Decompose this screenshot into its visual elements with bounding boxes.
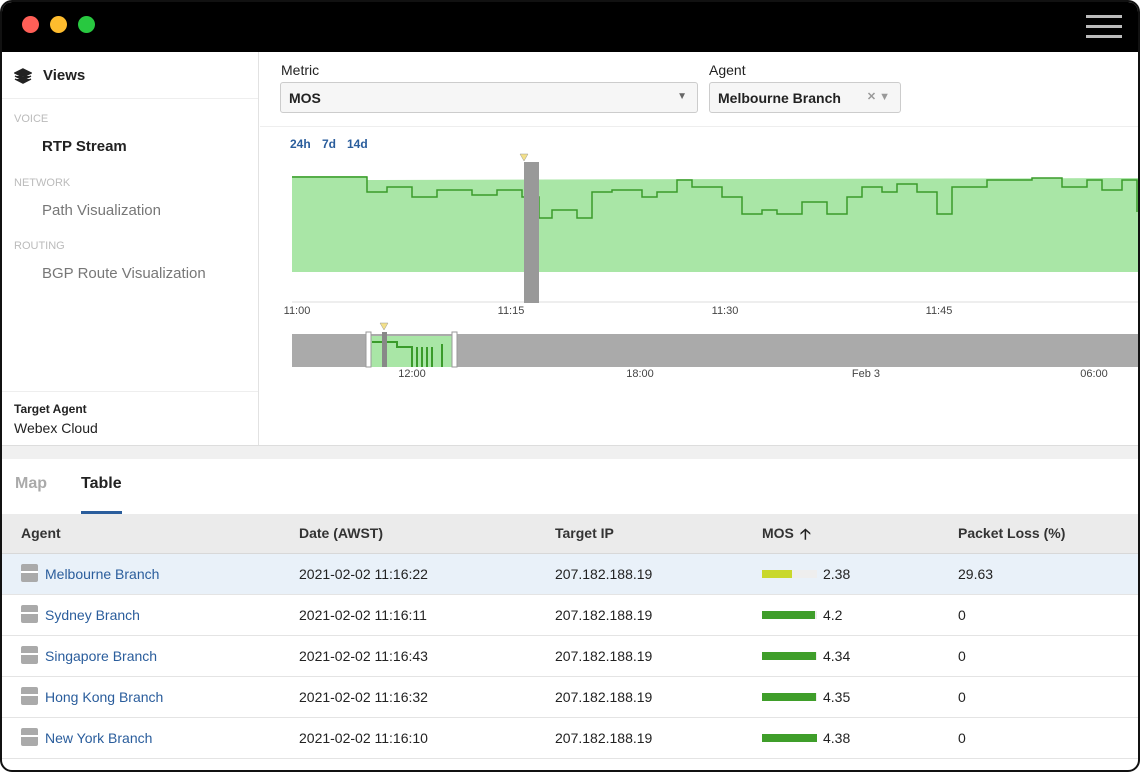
table-header: Agent Date (AWST) Target IP MOS 🡡 Packet…	[2, 514, 1140, 554]
agent-link[interactable]: Singapore Branch	[45, 648, 157, 664]
mos-bar	[762, 734, 817, 742]
time-tick-label: 11:15	[498, 305, 525, 317]
time-tick-label: 11:30	[712, 305, 739, 317]
target-agent-value: Webex Cloud	[14, 420, 98, 436]
packet-loss-cell: 0	[958, 607, 966, 623]
sidebar: Views VOICE RTP Stream NETWORK Path Visu…	[2, 52, 259, 445]
agent-dropdown[interactable]: Melbourne Branch✕ ▼	[709, 82, 901, 113]
minimize-button[interactable]	[50, 16, 67, 33]
agent-icon	[21, 687, 38, 705]
agent-icon	[21, 605, 38, 623]
column-header[interactable]: Packet Loss (%)	[958, 525, 1065, 541]
column-header[interactable]: Agent	[21, 525, 61, 541]
section-heading: ROUTING	[14, 240, 65, 252]
section-heading: VOICE	[14, 113, 48, 125]
mos-value: 2.38	[823, 566, 850, 582]
agent-icon	[21, 646, 38, 664]
nav-item[interactable]: RTP Stream	[42, 138, 127, 155]
target-ip-cell: 207.182.188.19	[555, 689, 652, 705]
range-button[interactable]: 14d	[347, 137, 368, 151]
agent-label: Agent	[709, 62, 746, 78]
nav-item[interactable]: Path Visualization	[42, 202, 161, 219]
mos-value: 4.34	[823, 648, 850, 664]
packet-loss-cell: 0	[958, 648, 966, 664]
column-header[interactable]: MOS	[762, 525, 794, 541]
metric-label: Metric	[281, 62, 319, 78]
selection-marker[interactable]	[524, 162, 539, 303]
target-ip-cell: 207.182.188.19	[555, 607, 652, 623]
agent-icon	[21, 564, 38, 582]
packet-loss-cell: 0	[958, 689, 966, 705]
target-ip-cell: 207.182.188.19	[555, 730, 652, 746]
agent-link[interactable]: Sydney Branch	[45, 607, 140, 623]
maximize-button[interactable]	[78, 16, 95, 33]
tab[interactable]: Map	[15, 475, 47, 493]
overview-tick-label: 18:00	[626, 368, 654, 380]
table-row[interactable]: Sydney Branch 2021-02-02 11:16:11 207.182.…	[2, 595, 1140, 636]
date-cell: 2021-02-02 11:16:11	[299, 607, 427, 623]
agent-icon	[21, 728, 38, 746]
agent-link[interactable]: Hong Kong Branch	[45, 689, 163, 705]
section-divider	[2, 445, 1140, 459]
mos-bar	[762, 652, 816, 660]
table-row[interactable]: Singapore Branch 2021-02-02 11:16:43 207.1…	[2, 636, 1140, 677]
overview-tick-label: 12:00	[398, 368, 426, 380]
nav-item[interactable]: BGP Route Visualization	[42, 265, 206, 282]
table-row[interactable]: New York Branch 2021-02-02 11:16:10 207.18…	[2, 718, 1140, 759]
close-button[interactable]	[22, 16, 39, 33]
mos-value: 4.38	[823, 730, 850, 746]
packet-loss-cell: 0	[958, 730, 966, 746]
sidebar-title: Views	[43, 67, 85, 84]
range-button[interactable]: 7d	[322, 137, 336, 151]
date-cell: 2021-02-02 11:16:43	[299, 648, 428, 664]
date-cell: 2021-02-02 11:16:22	[299, 566, 428, 582]
metric-dropdown[interactable]: MOS▼	[280, 82, 698, 113]
target-ip-cell: 207.182.188.19	[555, 566, 652, 582]
range-button[interactable]: 24h	[290, 137, 311, 151]
overview-tick-label: Feb 3	[852, 368, 880, 380]
agent-link[interactable]: Melbourne Branch	[45, 566, 159, 582]
metric-value: MOS	[289, 90, 321, 106]
timeline-chart: 11:00 11:15 11:30 11:45 12:00 18:00 Feb …	[260, 152, 1140, 382]
overview-handle[interactable]	[452, 332, 457, 367]
title-bar	[2, 2, 1140, 52]
target-ip-cell: 207.182.188.19	[555, 648, 652, 664]
section-heading: NETWORK	[14, 177, 70, 189]
packet-loss-cell: 29.63	[958, 566, 993, 582]
date-cell: 2021-02-02 11:16:32	[299, 689, 428, 705]
date-cell: 2021-02-02 11:16:10	[299, 730, 428, 746]
agent-value: Melbourne Branch	[718, 90, 841, 106]
mos-bar	[762, 570, 792, 578]
mos-area	[292, 176, 1139, 272]
sort-arrow: 🡡	[800, 524, 811, 549]
column-header[interactable]: Date (AWST)	[299, 525, 383, 541]
time-tick-label: 11:45	[926, 305, 953, 317]
mos-bar	[762, 693, 816, 701]
agent-link[interactable]: New York Branch	[45, 730, 152, 746]
mos-value: 4.35	[823, 689, 850, 705]
overview-handle[interactable]	[366, 332, 371, 367]
tab[interactable]: Table	[81, 475, 122, 493]
mos-bar	[762, 611, 815, 619]
overview-tick-label: 06:00	[1080, 368, 1108, 380]
table-row[interactable]: Melbourne Branch 2021-02-02 11:16:22 207.1…	[2, 554, 1140, 595]
table-row[interactable]: Hong Kong Branch 2021-02-02 11:16:32 207.1…	[2, 677, 1140, 718]
views-icon	[14, 68, 32, 84]
target-agent-label: Target Agent	[14, 402, 87, 416]
time-tick-label: 11:00	[284, 305, 311, 317]
column-header[interactable]: Target IP	[555, 525, 614, 541]
mos-value: 4.2	[823, 607, 842, 623]
